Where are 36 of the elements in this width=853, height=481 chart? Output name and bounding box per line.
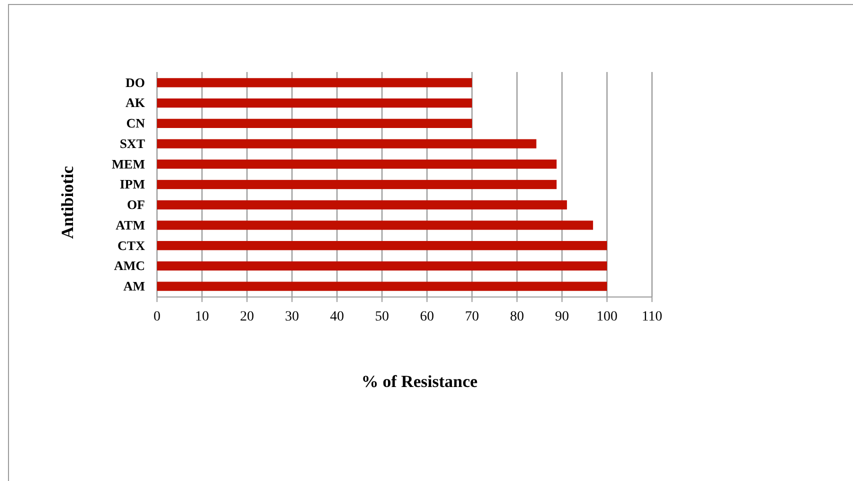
bar: [157, 200, 567, 210]
bar: [157, 139, 536, 148]
y-tick-label: ATM: [116, 217, 145, 232]
y-tick-label: CN: [126, 116, 146, 131]
bar: [157, 98, 472, 108]
x-tick-label: 50: [375, 309, 389, 324]
x-tick-label: 80: [510, 309, 524, 324]
x-tick-label: 0: [154, 309, 160, 324]
x-tick-label: 100: [596, 309, 618, 324]
x-tick-label: 70: [465, 309, 479, 324]
y-axis-title: Antibiotic: [58, 166, 77, 239]
x-tick-label: 110: [642, 309, 662, 324]
bar: [157, 220, 594, 230]
bar: [157, 282, 607, 291]
x-tick-label: 10: [195, 309, 209, 324]
bar: [157, 241, 607, 250]
x-tick-label: 20: [240, 309, 254, 324]
y-tick-label: MEM: [112, 156, 145, 172]
bar: [157, 160, 557, 169]
y-tick-label: OF: [126, 197, 146, 212]
bar: [157, 261, 607, 271]
x-axis-title: % of Resistance: [361, 372, 478, 391]
y-tick-label: AMC: [114, 258, 145, 274]
x-tick-label: 40: [330, 309, 344, 324]
bar: [157, 78, 472, 88]
x-tick-label: 90: [555, 309, 569, 324]
bar: [157, 118, 472, 128]
y-tick-label: AM: [123, 278, 145, 294]
y-tick-label: SXT: [120, 136, 146, 151]
x-tick-label: 30: [285, 309, 299, 324]
x-tick-label: 60: [420, 309, 434, 324]
y-tick-label: DO: [126, 74, 145, 90]
y-tick-label: IPM: [120, 176, 145, 192]
y-tick-label: CTX: [118, 238, 146, 253]
bar: [157, 180, 557, 190]
y-tick-label: AK: [126, 95, 146, 110]
